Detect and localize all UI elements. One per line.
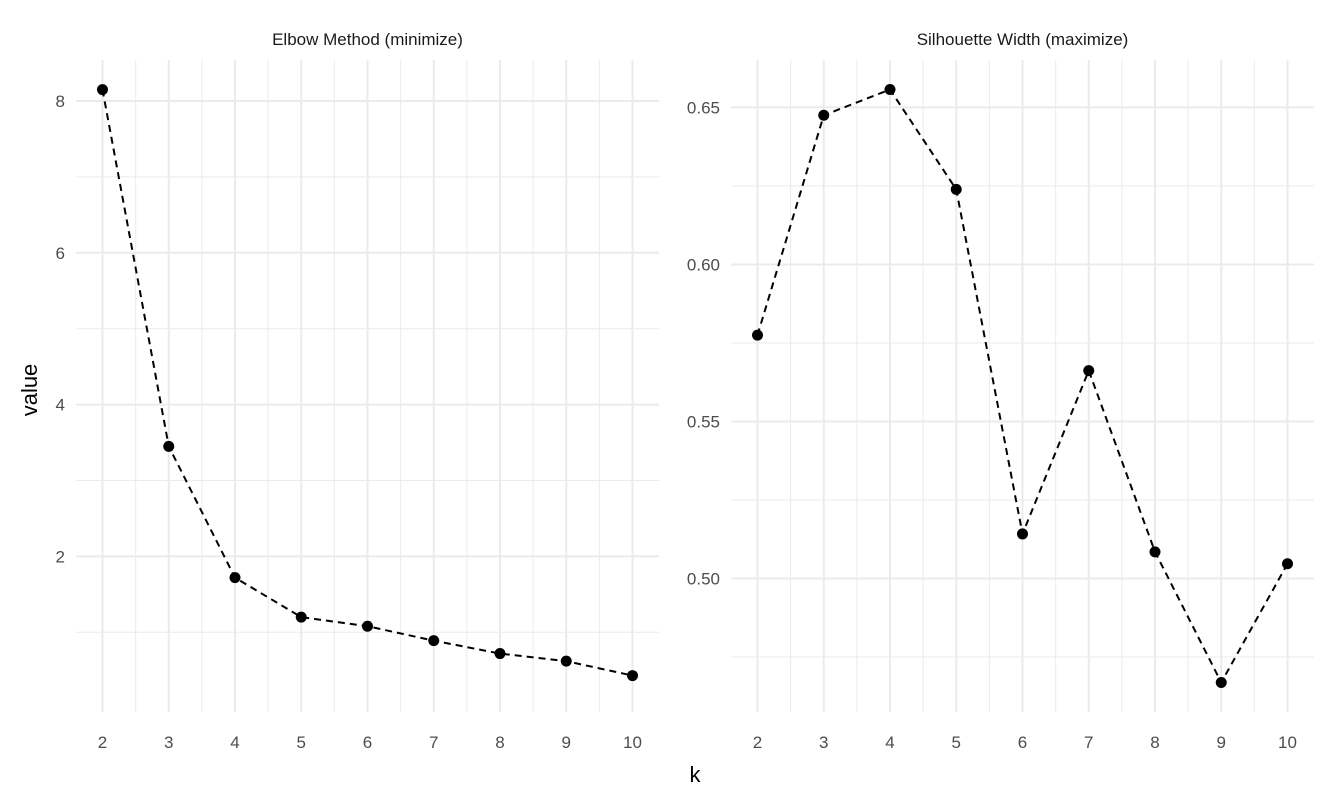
data-point bbox=[362, 620, 373, 632]
x-tick-label: 6 bbox=[1018, 733, 1027, 752]
x-tick-label: 10 bbox=[1278, 733, 1297, 752]
data-point bbox=[560, 655, 572, 667]
x-tick-label: 5 bbox=[297, 733, 306, 752]
x-tick-label: 2 bbox=[98, 733, 107, 752]
data-point bbox=[1282, 558, 1293, 570]
x-tick-label: 3 bbox=[164, 733, 173, 752]
x-tick-label: 8 bbox=[1150, 733, 1159, 752]
x-axis-label: k bbox=[690, 762, 702, 787]
panel-1: 2 4 6 8 2 3 4 5 6 7 8 9 10 Elbow Method (minimize) bbox=[56, 30, 659, 752]
y-tick-label: 0.55 bbox=[687, 412, 720, 431]
y-tick-label: 6 bbox=[56, 244, 65, 263]
data-point bbox=[1215, 676, 1227, 688]
data-point bbox=[950, 183, 962, 195]
panel-2: 0.50 0.55 0.60 0.65 2 3 4 5 6 7 8 9 10 Silhouette Wid… bbox=[687, 30, 1314, 752]
data-point bbox=[627, 670, 638, 682]
x-tick-label: 9 bbox=[562, 733, 571, 752]
x-tick-label: 5 bbox=[952, 733, 961, 752]
x-tick-label: 7 bbox=[1084, 733, 1093, 752]
x-tick-label: 6 bbox=[363, 733, 372, 752]
data-point bbox=[1083, 365, 1095, 377]
panel-title: Elbow Method (minimize) bbox=[272, 30, 463, 49]
data-point bbox=[1149, 546, 1161, 558]
x-tick-label: 3 bbox=[819, 733, 828, 752]
y-tick-label: 4 bbox=[56, 396, 65, 415]
data-point bbox=[97, 84, 108, 96]
x-tick-label: 4 bbox=[885, 733, 894, 752]
data-point bbox=[229, 572, 241, 584]
x-tick-label: 7 bbox=[429, 733, 438, 752]
data-point bbox=[428, 635, 440, 647]
data-point bbox=[1017, 528, 1028, 540]
y-axis-label: value bbox=[17, 364, 42, 417]
y-tick-label: 0.50 bbox=[687, 570, 720, 589]
y-tick-label: 0.65 bbox=[687, 98, 720, 117]
y-tick-label: 2 bbox=[56, 547, 65, 566]
data-point bbox=[494, 648, 506, 660]
data-point bbox=[818, 109, 830, 121]
data-point bbox=[163, 440, 175, 452]
panel-title: Silhouette Width (maximize) bbox=[917, 30, 1129, 49]
x-tick-label: 8 bbox=[495, 733, 504, 752]
data-point bbox=[295, 611, 307, 623]
data-point bbox=[884, 84, 896, 96]
data-point bbox=[752, 329, 763, 341]
x-tick-label: 2 bbox=[753, 733, 762, 752]
x-tick-label: 10 bbox=[623, 733, 642, 752]
x-tick-label: 9 bbox=[1217, 733, 1226, 752]
y-tick-label: 0.60 bbox=[687, 255, 720, 274]
y-tick-label: 8 bbox=[56, 92, 65, 111]
x-tick-label: 4 bbox=[230, 733, 239, 752]
